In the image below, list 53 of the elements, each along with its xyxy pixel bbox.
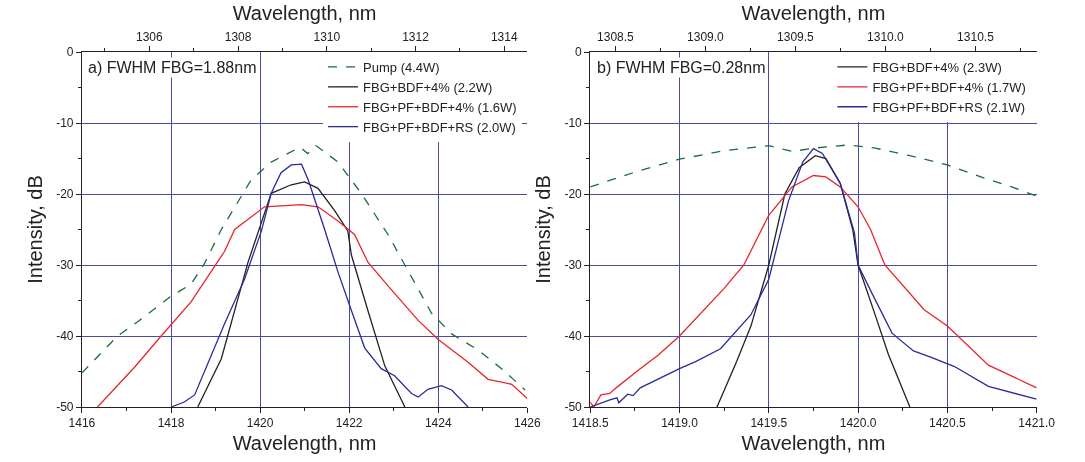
y-tick-label: 0 [575, 45, 583, 60]
line-series [170, 163, 469, 407]
x2-axis-title: Wavelength, nm [232, 1, 377, 24]
x-tick-label: 1419.0 [661, 416, 699, 431]
x2-tick-label: 1310 [313, 30, 341, 45]
x2-tick-label: 1308.5 [597, 30, 635, 45]
line-series [81, 145, 526, 391]
x2-axis-title: Wavelength, nm [741, 1, 886, 24]
y-tick-label: -10 [56, 116, 74, 131]
line-series [96, 204, 528, 407]
legend-label: FBG+PF+BDF+RS (2.0W) [363, 119, 516, 135]
y-tick-label: -10 [564, 116, 583, 131]
y-tick-label: -20 [564, 187, 583, 202]
x-tick-label: 1419.5 [750, 416, 788, 431]
line-series [590, 144, 1037, 197]
legend-label: Pump (4.4W) [363, 60, 440, 76]
x-axis-title: Wavelength, nm [741, 431, 886, 454]
x-tick-label: 1426 [513, 416, 541, 431]
y-tick-label: -20 [56, 187, 74, 202]
y-axis-title: Intensity, dB [23, 175, 46, 284]
legend-label: FBG+BDF+4% (2.2W) [363, 79, 493, 95]
y-tick-label: -50 [56, 400, 74, 415]
y-tick-label: 0 [66, 45, 74, 60]
x2-tick-label: 1309.0 [687, 30, 725, 45]
legend-label: FBG+PF+BDF+4% (1.7W) [872, 79, 1026, 95]
x-axis-title: Wavelength, nm [232, 431, 377, 454]
x2-tick-label: 1306 [136, 30, 164, 45]
annotation: b) FWHM FBG=0.28nm [597, 59, 766, 76]
x-tick-label: 1420.5 [929, 416, 967, 431]
x-tick-label: 1418.5 [571, 416, 609, 431]
x-tick-label: 1420.0 [839, 416, 877, 431]
x2-tick-label: 1308 [224, 30, 252, 45]
x-tick-label: 1418 [157, 416, 185, 431]
x2-tick-label: 1310.0 [867, 30, 905, 45]
x-tick-label: 1422 [335, 416, 363, 431]
legend-label: FBG+PF+BDF+4% (1.6W) [363, 99, 517, 115]
y-tick-label: -40 [564, 329, 583, 344]
legend-label: FBG+PF+BDF+RS (2.1W) [872, 99, 1026, 115]
annotation: a) FWHM FBG=1.88nm [88, 59, 257, 76]
y-axis-title: Intensity, dB [531, 175, 554, 284]
x2-tick-label: 1309.5 [777, 30, 815, 45]
x-tick-label: 1420 [246, 416, 274, 431]
y-tick-label: -30 [564, 258, 583, 273]
x-tick-label: 1416 [68, 416, 96, 431]
x2-tick-label: 1310.5 [957, 30, 995, 45]
legend-label: FBG+BDF+4% (2.3W) [872, 60, 1002, 76]
x-tick-label: 1424 [424, 416, 452, 431]
y-tick-label: -40 [56, 329, 74, 344]
y-tick-label: -50 [564, 400, 583, 415]
x2-tick-label: 1312 [402, 30, 430, 45]
x2-tick-label: 1314 [490, 30, 518, 45]
x-tick-label: 1421.0 [1018, 416, 1056, 431]
y-tick-label: -30 [56, 258, 74, 273]
